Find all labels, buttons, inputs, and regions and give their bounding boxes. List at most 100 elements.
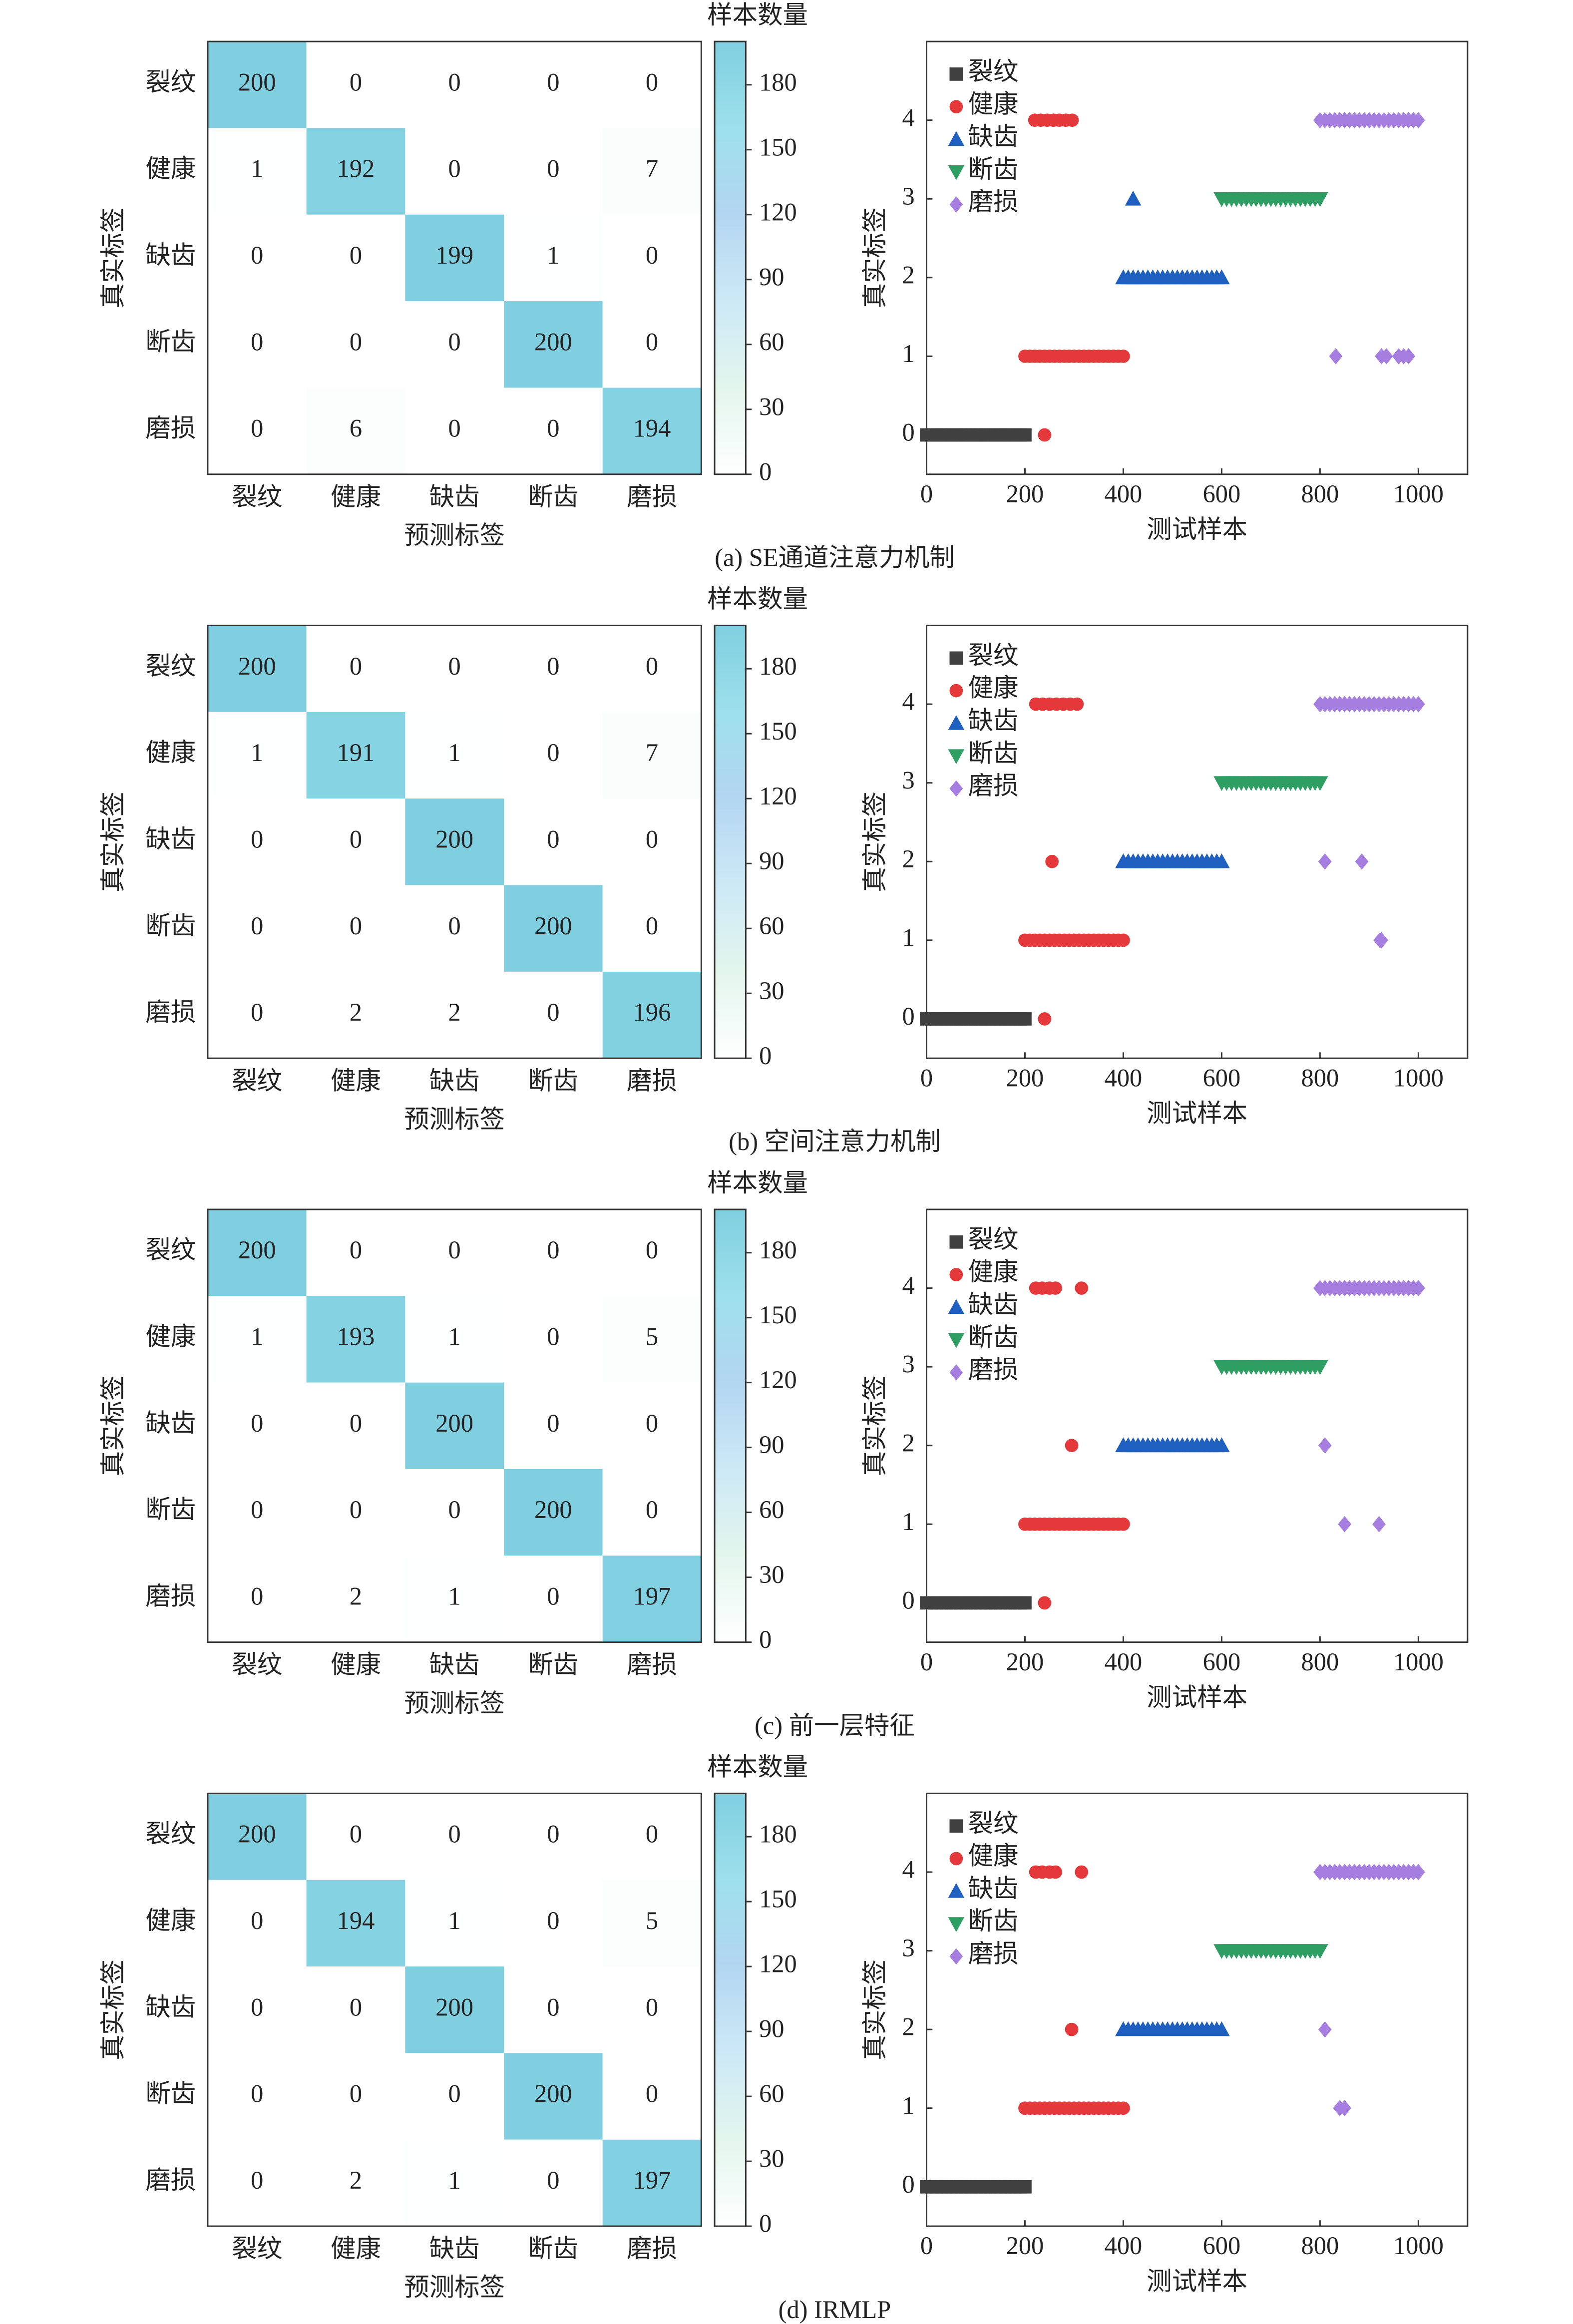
y-tick-label: 断齿 (145, 328, 196, 356)
cell-label: 200 (435, 825, 473, 853)
heatmap-cell (602, 1382, 702, 1469)
point (1213, 1437, 1230, 1453)
legend-label: 健康 (968, 90, 1019, 118)
cell-label: 7 (646, 739, 658, 767)
y-tick-label: 健康 (145, 1323, 196, 1351)
y-tick-label: 2 (902, 845, 915, 873)
x-tick-label: 800 (1301, 1648, 1339, 1676)
y-tick-label: 2 (902, 2013, 915, 2041)
y-axis-label: 真实标签 (861, 1375, 889, 1476)
point (1018, 1596, 1032, 1610)
heatmap-cell (207, 798, 307, 885)
colorbar (714, 625, 747, 1059)
cell-label: 1 (251, 1323, 263, 1351)
cell-label: 0 (350, 825, 362, 853)
cell-label: 0 (448, 1236, 461, 1264)
cell-label: 0 (547, 652, 559, 680)
cell-label: 0 (251, 1409, 263, 1437)
legend-marker (949, 1235, 963, 1249)
x-tick-label: 400 (1105, 2232, 1143, 2260)
x-tick-label: 200 (1006, 2232, 1044, 2260)
heatmap-cell (405, 712, 504, 799)
cell-label: 200 (534, 328, 572, 356)
y-axis-label: 真实标签 (861, 1959, 889, 2060)
x-tick-label: 磨损 (627, 483, 677, 511)
colorbar-label: 样本数量 (707, 1, 808, 29)
heatmap-cell (306, 1382, 405, 1469)
colorbar (714, 1208, 747, 1643)
legend-marker (949, 67, 963, 81)
point (1018, 1012, 1032, 1026)
heatmap-cell (306, 387, 405, 474)
x-axis-label: 预测标签 (404, 2273, 505, 2301)
heatmap-cell (405, 1793, 504, 1880)
heatmap-cell (207, 2053, 307, 2140)
legend-label: 健康 (968, 1258, 1019, 1286)
cell-label: 0 (646, 241, 658, 269)
x-tick-label: 裂纹 (232, 1651, 282, 1679)
y-tick-label: 3 (902, 766, 915, 794)
y-axis-label: 真实标签 (861, 208, 889, 309)
legend-label: 断齿 (968, 155, 1019, 183)
heatmap-cell (306, 1966, 405, 2053)
point (1117, 2101, 1130, 2115)
cell-label: 194 (337, 1907, 375, 1935)
point (1312, 776, 1328, 791)
heatmap-cell (306, 128, 405, 215)
colorbar (714, 1792, 747, 2227)
cell-label: 0 (350, 1496, 362, 1524)
caption: (c) 前一层特征 (755, 1711, 915, 1739)
colorbar-tick-label: 120 (759, 1366, 797, 1394)
cell-label: 1 (251, 739, 263, 767)
cell-label: 0 (350, 1993, 362, 2021)
cell-label: 200 (238, 1820, 276, 1848)
point (1117, 933, 1130, 947)
cell-label: 0 (251, 328, 263, 356)
y-tick-label: 断齿 (145, 2080, 196, 2108)
cell-label: 0 (350, 2080, 362, 2108)
heatmap-cell (405, 1382, 504, 1469)
y-tick-label: 1 (902, 1508, 915, 1536)
point (1355, 853, 1369, 870)
y-tick-label: 健康 (145, 739, 196, 767)
heatmap-cell (207, 712, 307, 799)
legend-marker (948, 1917, 965, 1932)
x-tick-label: 0 (920, 2232, 933, 2260)
x-tick-label: 800 (1301, 1064, 1339, 1092)
cell-label: 200 (534, 912, 572, 940)
cell-label: 0 (350, 1409, 362, 1437)
colorbar-tick-label: 180 (759, 1236, 797, 1264)
colorbar-tick-label: 30 (759, 2145, 784, 2173)
y-tick-label: 3 (902, 1350, 915, 1378)
heatmap-cell (602, 1555, 702, 1642)
cell-label: 0 (547, 825, 559, 853)
x-tick-label: 200 (1006, 1064, 1044, 1092)
y-axis-label: 真实标签 (99, 208, 127, 309)
x-tick-label: 缺齿 (429, 1067, 480, 1095)
y-axis-label: 真实标签 (99, 1375, 127, 1476)
x-tick-label: 裂纹 (232, 1067, 282, 1095)
legend-label: 断齿 (968, 1323, 1019, 1351)
heatmap-cell (207, 1296, 307, 1383)
y-tick-label: 裂纹 (145, 1236, 196, 1264)
heatmap-cell (602, 41, 702, 128)
legend-marker (948, 1299, 965, 1314)
cell-label: 0 (448, 414, 461, 442)
cell-label: 1 (448, 1582, 461, 1610)
y-axis-label: 真实标签 (99, 791, 127, 892)
x-tick-label: 200 (1006, 480, 1044, 508)
cell-label: 200 (534, 2080, 572, 2108)
cell-label: 200 (238, 1236, 276, 1264)
x-tick-label: 断齿 (528, 2235, 578, 2263)
cell-label: 0 (251, 1496, 263, 1524)
cell-label: 192 (337, 155, 375, 183)
cell-label: 0 (646, 1820, 658, 1848)
colorbar-tick-label: 90 (759, 263, 784, 291)
caption: (d) IRMLP (779, 2296, 891, 2324)
x-tick-label: 600 (1203, 1648, 1241, 1676)
legend-marker (948, 715, 965, 730)
x-axis-label: 预测标签 (404, 1689, 505, 1717)
x-tick-label: 健康 (331, 1067, 381, 1095)
